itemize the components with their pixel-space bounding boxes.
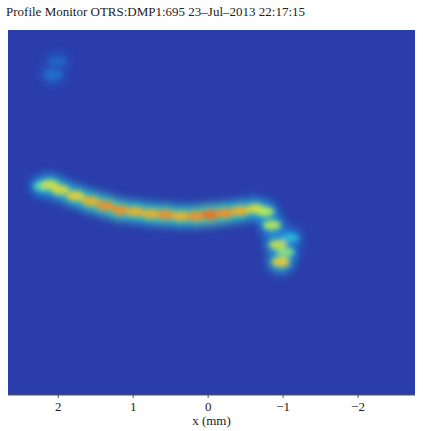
- x-tick-label: 1: [130, 399, 137, 414]
- chart: Profile Monitor OTRS:DMP1:695 23–Jul–201…: [0, 0, 423, 431]
- beam-spot: [186, 211, 204, 221]
- beam: [29, 51, 302, 274]
- title: Profile Monitor OTRS:DMP1:695 23–Jul–201…: [6, 4, 305, 19]
- beam-spot: [66, 191, 84, 201]
- beam-spot: [111, 205, 129, 215]
- beam-spot: [263, 220, 281, 230]
- x-tick: [283, 395, 284, 398]
- beam-spot: [272, 257, 290, 267]
- plot-area: [8, 30, 415, 395]
- beam-halo: [29, 51, 302, 274]
- beam-spot: [276, 247, 294, 257]
- x-tick: [133, 395, 134, 398]
- beam-spot: [201, 210, 219, 220]
- x-tick-label: −2: [351, 399, 365, 414]
- beam-spot: [281, 233, 299, 243]
- beam-spot: [48, 57, 66, 67]
- x-tick: [58, 395, 59, 398]
- x-axis-title: x (mm): [192, 413, 231, 428]
- x-tick-label: 0: [205, 399, 212, 414]
- x-axis: [8, 395, 415, 396]
- beam-spot: [51, 185, 69, 195]
- beam-halo-spot: [44, 51, 70, 73]
- x-tick-label: −1: [276, 399, 290, 414]
- beam-core: [33, 57, 298, 268]
- beam-spot: [256, 207, 274, 217]
- x-tick: [358, 395, 359, 398]
- beam-spot: [44, 70, 62, 80]
- beam-spot: [156, 210, 174, 220]
- x-tick: [208, 395, 209, 398]
- x-tick-label: 2: [55, 399, 62, 414]
